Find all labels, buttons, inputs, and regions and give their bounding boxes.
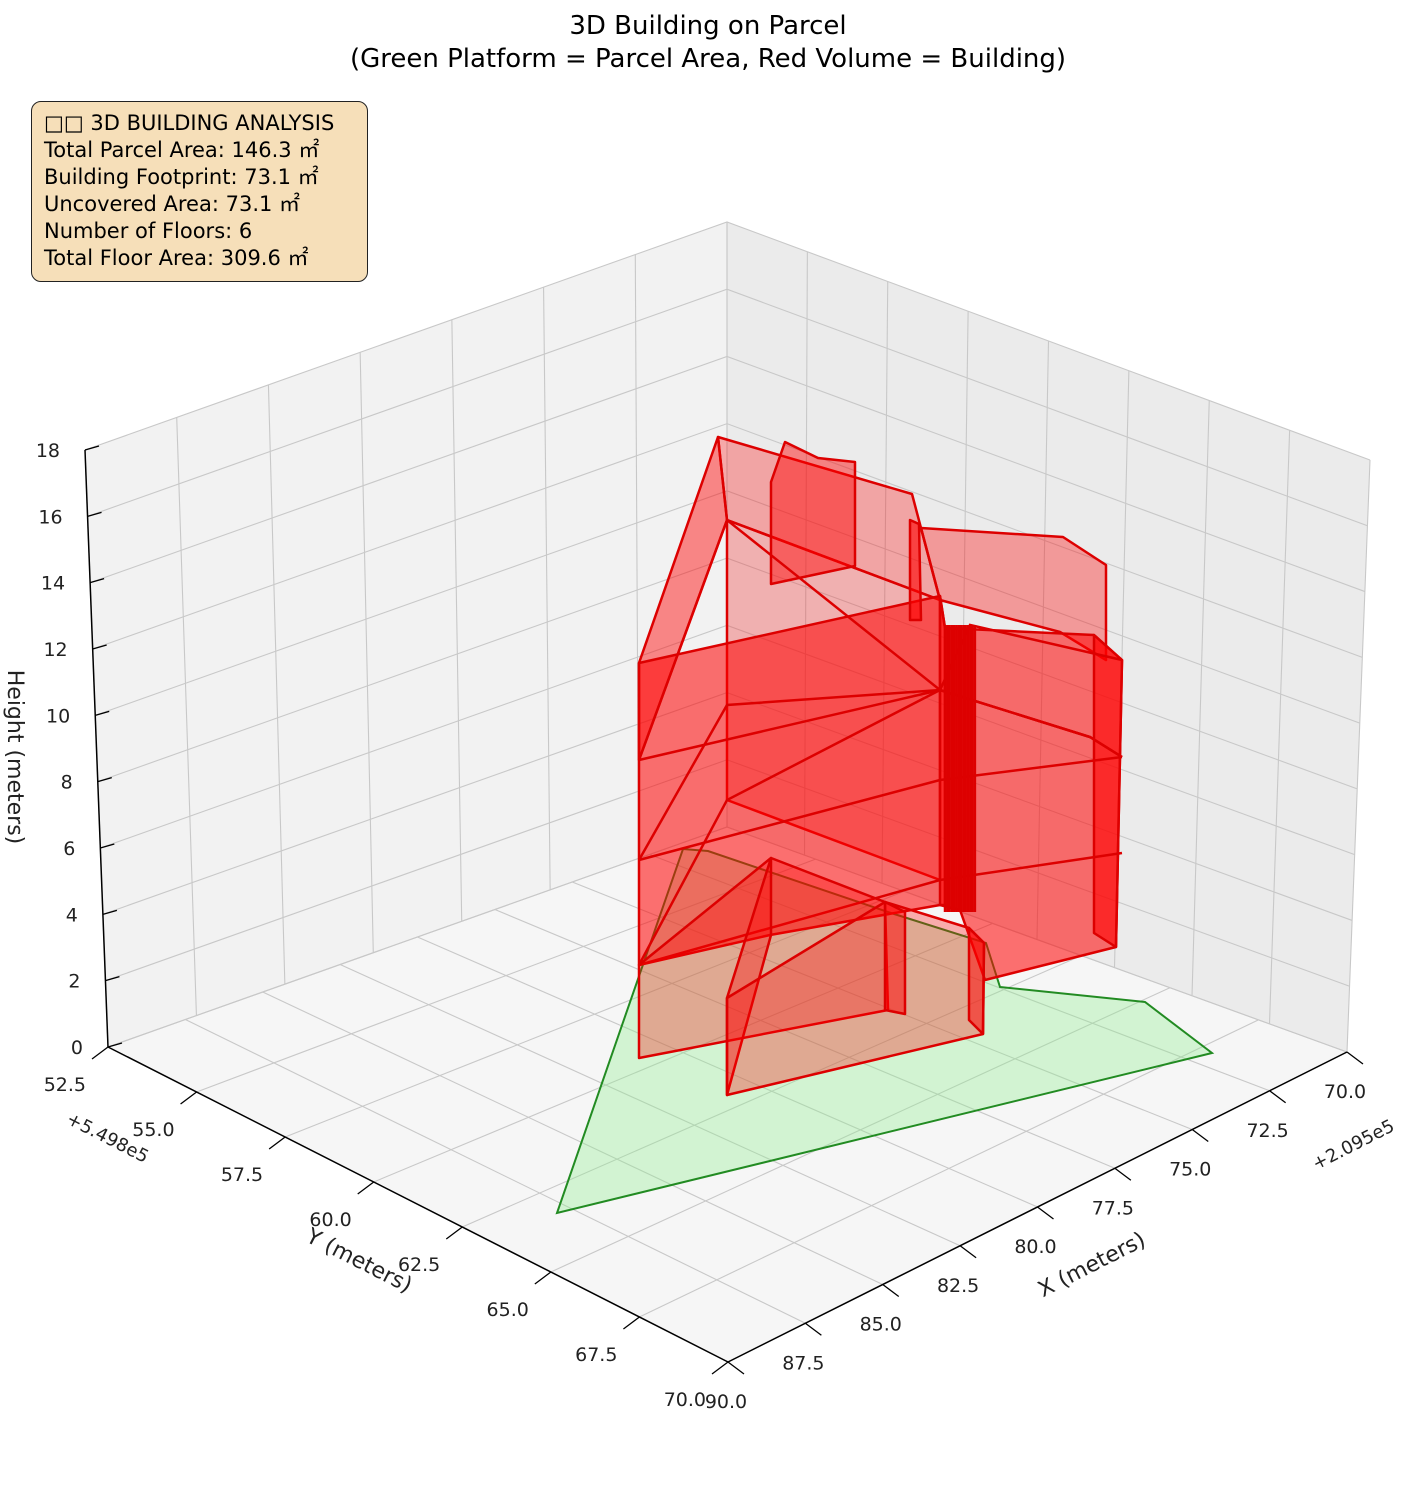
building-roof-tower — [769, 440, 857, 586]
info-building-footprint: Building Footprint: 73.1 ㎡ — [44, 165, 319, 189]
y-gridline-wall — [176, 417, 197, 1016]
x-tick-label: 72.5 — [1246, 1120, 1288, 1142]
z-tick — [87, 511, 102, 517]
building-lower-wing-side — [967, 926, 986, 1036]
y-tick-label: 60.0 — [309, 1209, 351, 1231]
x-tick-label: 90.0 — [705, 1391, 747, 1413]
info-uncovered-area: Uncovered Area: 73.1 ㎡ — [44, 192, 301, 216]
x-tick — [1114, 1167, 1132, 1181]
info-box-header: □□ 3D BUILDING ANALYSIS — [44, 111, 335, 135]
pane-back-left — [85, 222, 727, 1047]
y-tick — [534, 1271, 552, 1285]
x-tick-label: 70.0 — [1324, 1081, 1366, 1103]
y-tick-label: 67.5 — [575, 1344, 617, 1366]
z-tick-label: 8 — [61, 772, 73, 794]
x-tick-label: 82.5 — [937, 1275, 979, 1297]
y-tick-label: 57.5 — [221, 1164, 263, 1186]
y-tick-label: 55.0 — [132, 1119, 174, 1141]
y-tick — [445, 1226, 463, 1240]
z-tick — [105, 976, 120, 982]
z-tick — [102, 909, 118, 915]
z-tick-label: 12 — [43, 639, 67, 661]
x-tick — [1037, 1206, 1054, 1220]
z-tick-label: 4 — [66, 904, 78, 926]
x-axis-offset: +2.095e5 — [1309, 1116, 1398, 1175]
x-gridline-floor — [262, 991, 883, 1285]
y-tick-label: 52.5 — [44, 1074, 86, 1096]
z-tick — [95, 710, 110, 716]
analysis-info-box: □□ 3D BUILDING ANALYSIS Total Parcel Are… — [31, 101, 368, 282]
z-tick-label: 14 — [41, 573, 65, 595]
y-tick — [268, 1136, 286, 1150]
z-tick-label: 18 — [36, 440, 60, 462]
y-gridline-wall — [543, 287, 551, 890]
x-tick — [959, 1245, 977, 1259]
x-tick — [1269, 1090, 1287, 1104]
x-tick — [1191, 1128, 1209, 1143]
floor-line-low — [638, 851, 1123, 967]
z-tick-label: 2 — [68, 971, 80, 993]
tick-labels: 0 2 4 6 8 10 12 14 16 18 52.5 55.0 57.5 60.0 62.5 65.0 6… — [36, 440, 1366, 1413]
x-gridline-floor — [185, 1019, 806, 1324]
chart-title-line2: (Green Platform = Parcel Area, Red Volum… — [349, 44, 1067, 74]
x-tick — [1346, 1051, 1364, 1065]
building-lower-wing-notch — [883, 900, 907, 1016]
z-tick-label: 16 — [38, 506, 62, 528]
y-tick — [711, 1361, 729, 1375]
z-tick — [107, 1042, 123, 1048]
building-right-side — [1092, 633, 1124, 949]
z-tick — [84, 445, 100, 451]
y-tick-label: 62.5 — [398, 1254, 440, 1276]
x-tick-label: 75.0 — [1169, 1159, 1211, 1181]
z-tick-label: 10 — [46, 705, 70, 727]
y-tick — [91, 1046, 109, 1060]
x-gridline-wall — [1191, 400, 1210, 996]
info-number-of-floors: Number of Floors: 6 — [44, 219, 253, 243]
x-tick-label: 77.5 — [1092, 1197, 1134, 1219]
tick-marks — [84, 445, 1364, 1375]
x-gridline-wall — [1268, 430, 1291, 1024]
y-tick-label: 65.0 — [487, 1299, 529, 1321]
x-tick — [882, 1283, 900, 1298]
y-gridline-wall — [451, 319, 463, 922]
x-tick-label: 87.5 — [782, 1352, 824, 1374]
y-tick-label: 70.0 — [664, 1389, 706, 1411]
z-tick — [97, 777, 112, 783]
y-gridline-wall — [359, 352, 374, 953]
y-gridline-wall — [267, 384, 286, 985]
x-tick — [804, 1322, 822, 1336]
z-tick-label: 0 — [71, 1037, 83, 1059]
z-axis-line — [84, 449, 109, 1048]
y-axis-line — [107, 1046, 729, 1363]
y-tick — [623, 1316, 640, 1330]
chart-title-line1: 3D Building on Parcel — [569, 11, 847, 41]
y-tick — [357, 1181, 375, 1195]
info-total-parcel-area: Total Parcel Area: 146.3 ㎡ — [44, 138, 320, 162]
x-gridline-wall — [1346, 459, 1371, 1053]
x-tick — [727, 1361, 745, 1375]
z-axis-label: Height (meters) — [2, 670, 27, 845]
x-gridline-floor — [339, 963, 961, 1247]
y-tick — [180, 1091, 197, 1105]
x-gridline-floor — [494, 908, 1116, 1169]
building-roof-fin — [908, 518, 923, 622]
z-tick — [92, 644, 107, 650]
building-volume — [637, 435, 1124, 1097]
floor-line-mid — [638, 755, 1123, 862]
z-tick — [100, 843, 115, 849]
x-tick-label: 85.0 — [860, 1314, 902, 1336]
info-total-floor-area: Total Floor Area: 309.6 ㎡ — [44, 246, 309, 270]
z-tick — [89, 578, 105, 584]
x-tick-label: 80.0 — [1014, 1236, 1056, 1258]
z-tick-label: 6 — [63, 838, 75, 860]
chart-title: 3D Building on Parcel (Green Platform = … — [0, 10, 1416, 76]
